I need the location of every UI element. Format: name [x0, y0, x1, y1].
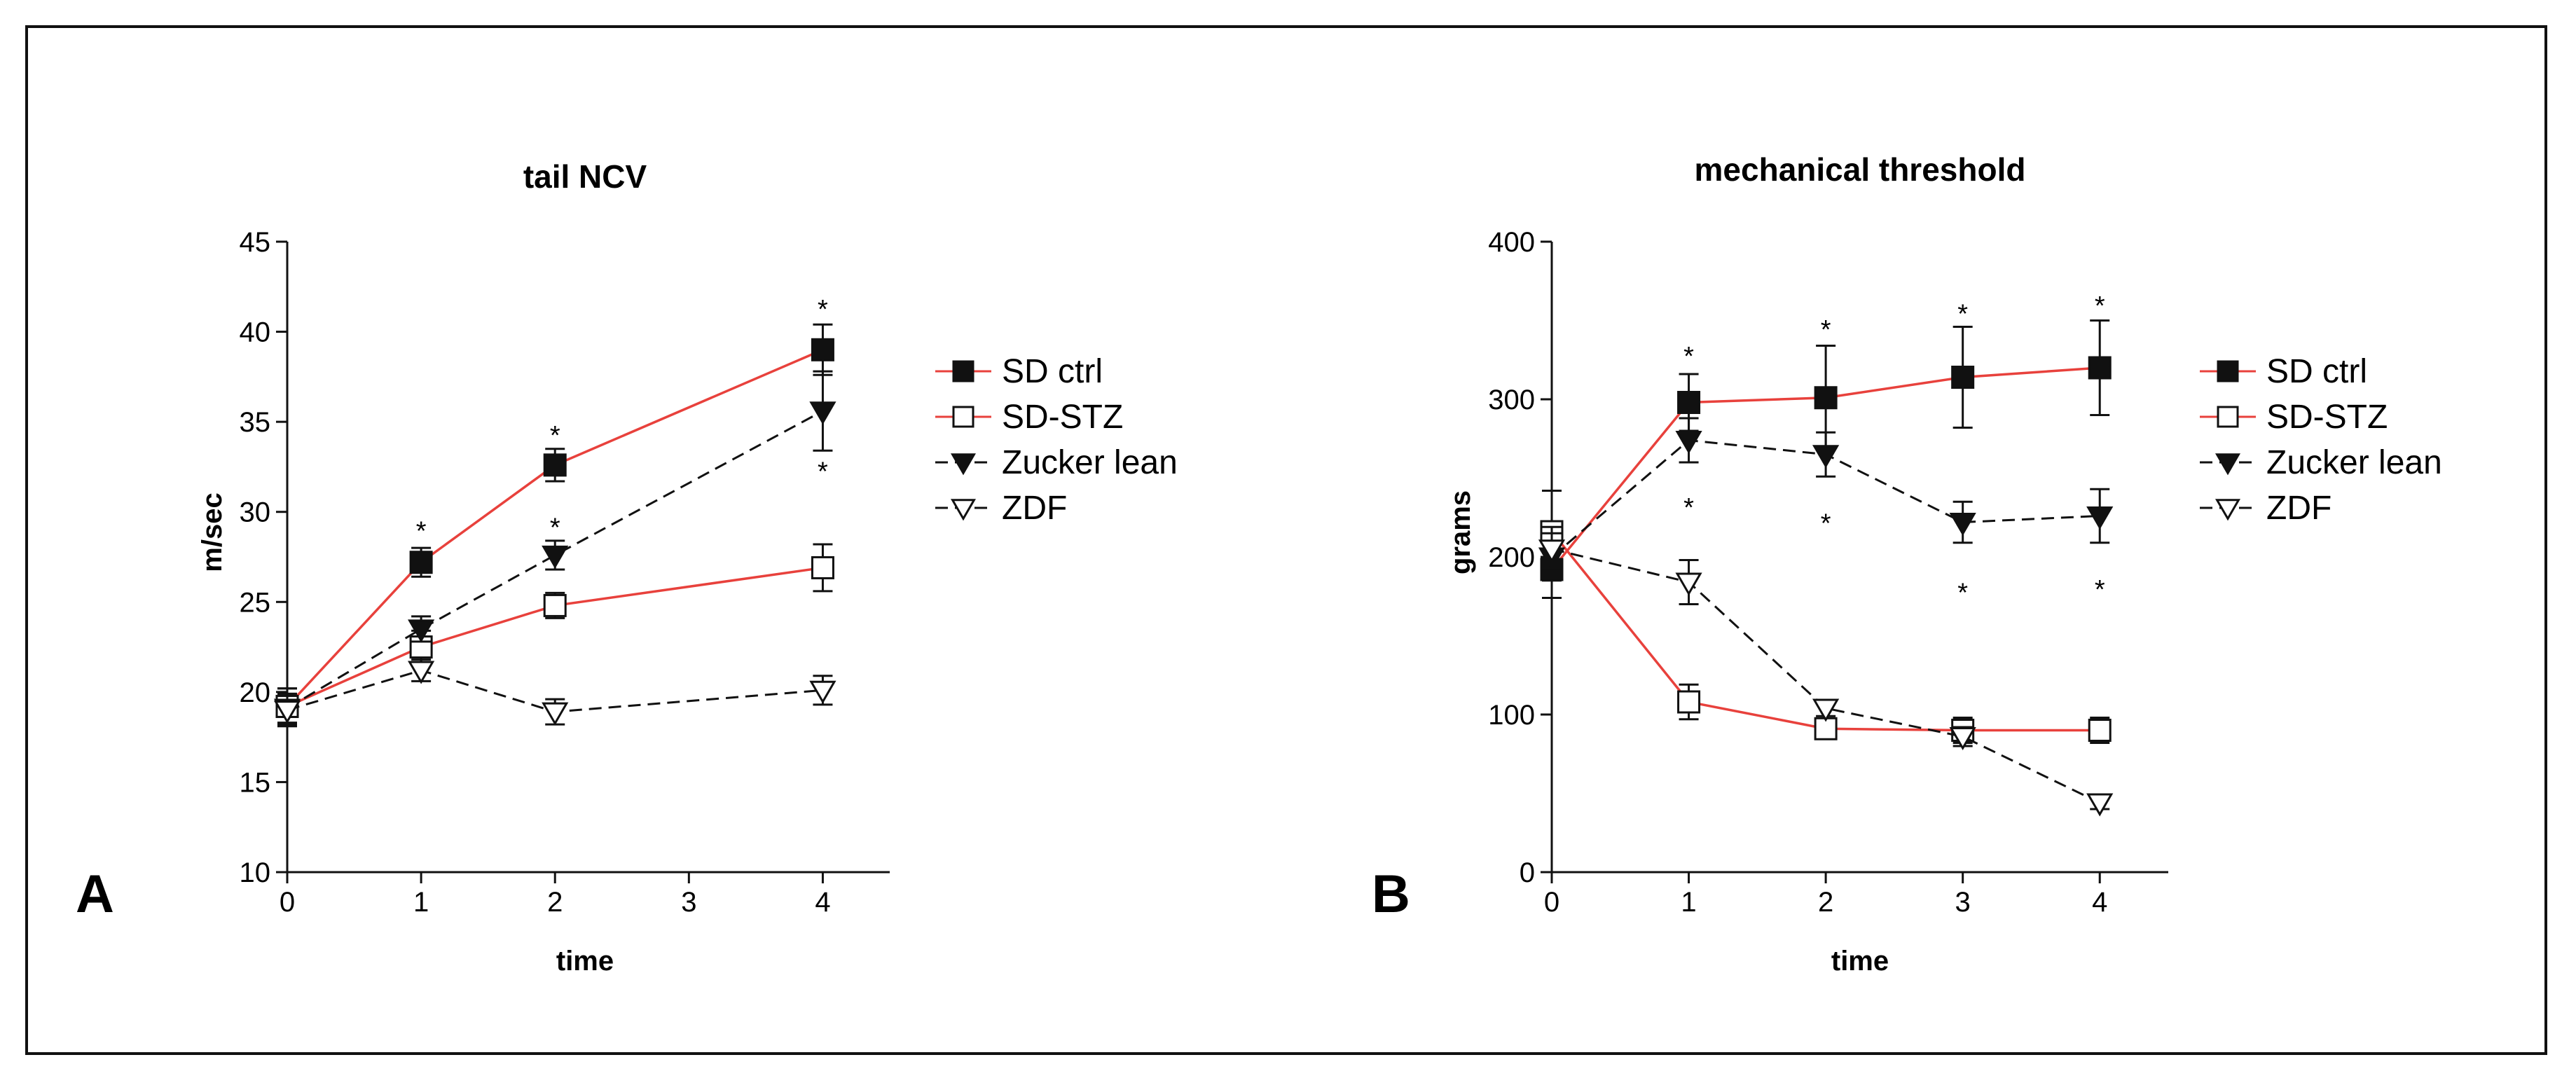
chart-a-point-zdf: [809, 680, 836, 704]
chart-b-y-tick-label: 100: [1488, 700, 1535, 731]
chart-a-x-tick-label: 2: [547, 887, 563, 918]
chart-a-point-sd-stz: [811, 556, 834, 579]
chart-b-point-sd-ctrl: [1951, 366, 1975, 389]
chart-b-point-zdf: [1812, 698, 1840, 722]
chart-a-point-zdf: [273, 701, 301, 724]
chart-a-significance-marker: *: [818, 457, 828, 487]
chart-a-point-sd-ctrl: [543, 453, 567, 477]
chart-a-x-tick-label: 3: [681, 887, 696, 918]
chart-b-x-tick-label: 4: [2092, 887, 2107, 918]
chart-a-y-tick-label: 35: [240, 407, 271, 438]
chart-b-point-zucker-lean: [1949, 513, 1976, 536]
chart-b-significance-marker: *: [1821, 315, 1831, 345]
chart-a-legend-marker-zdf: [950, 499, 977, 521]
chart-a-ylabel: m/sec: [197, 492, 228, 572]
chart-b-legend-marker-sd-ctrl: [2217, 360, 2239, 382]
chart-a-point-sd-ctrl: [409, 551, 433, 574]
chart-b-y-tick-label: 400: [1488, 227, 1535, 258]
chart-b-point-sd-stz: [1677, 690, 1701, 714]
chart-a-significance-marker: *: [550, 421, 560, 450]
chart-b-x-tick-label: 1: [1681, 887, 1696, 918]
chart-a-series-line-zucker-lean: [287, 410, 824, 710]
chart-a-legend-label-sd-ctrl: SD ctrl: [1002, 353, 1103, 390]
chart-a-x-tick-label: 1: [413, 887, 429, 918]
chart-a-panel-label: A: [76, 864, 114, 924]
chart-b-legend-label-sd-stz: SD-STZ: [2266, 399, 2388, 436]
chart-b-legend-marker-zucker-lean: [2215, 453, 2241, 476]
chart-a-point-zucker-lean: [809, 401, 836, 425]
chart-b-point-zdf: [1538, 539, 1566, 563]
chart-a-x-tick-label: 0: [280, 887, 295, 918]
chart-b-significance-marker: *: [2095, 291, 2105, 321]
chart-a-point-sd-stz: [543, 593, 567, 617]
chart-b-legend-label-sd-ctrl: SD ctrl: [2266, 353, 2367, 390]
chart-b-significance-marker: *: [2095, 575, 2105, 605]
chart-b-series-line-zdf: [1551, 548, 2100, 804]
chart-b-point-zucker-lean: [1675, 431, 1702, 454]
chart-a-y-tick-label: 15: [240, 767, 271, 798]
chart-b-legend-marker-zdf: [2215, 499, 2241, 521]
chart-a-y-tick-label: 45: [240, 227, 271, 258]
chart-b-point-zdf: [2086, 793, 2114, 817]
chart-b-panel-label: B: [1372, 864, 1410, 924]
chart-b-significance-marker: *: [1957, 579, 1968, 608]
chart-b-legend-label-zucker-lean: Zucker lean: [2266, 444, 2442, 481]
chart-b-significance-marker: *: [1957, 299, 1968, 329]
chart-b-point-zdf: [1675, 572, 1702, 596]
chart-b-title: mechanical threshold: [1695, 151, 2026, 188]
chart-a-point-zdf: [542, 702, 569, 726]
chart-b-y-tick-label: 0: [1520, 857, 1535, 888]
chart-b-point-sd-stz: [2088, 719, 2112, 742]
figure-frame: [25, 25, 2547, 1055]
chart-b-point-sd-ctrl: [1814, 386, 1838, 410]
chart-b-significance-marker: *: [1683, 493, 1694, 523]
chart-a-series-line-sd-ctrl: [286, 348, 824, 708]
chart-a-title: tail NCV: [523, 158, 647, 195]
chart-a-xlabel: time: [556, 946, 614, 977]
chart-a-y-tick-label: 25: [240, 587, 271, 618]
chart-b-legend-label-zdf: ZDF: [2266, 490, 2332, 527]
chart-a-x-tick-label: 4: [815, 887, 830, 918]
chart-a-legend-label-zucker-lean: Zucker lean: [1002, 444, 1178, 481]
chart-a-y-tick-label: 40: [240, 317, 271, 348]
chart-b-point-sd-ctrl: [2088, 356, 2112, 380]
chart-b-x-tick-label: 0: [1544, 887, 1559, 918]
chart-a-y-tick-label: 10: [240, 857, 271, 888]
chart-b-y-tick-label: 300: [1488, 385, 1535, 415]
chart-b-point-zucker-lean: [2086, 506, 2114, 530]
chart-b-legend-marker-sd-stz: [2217, 406, 2239, 428]
chart-a-y-tick-label: 30: [240, 497, 271, 528]
chart-a-legend-label-zdf: ZDF: [1002, 490, 1067, 527]
chart-a-point-zdf: [408, 661, 435, 684]
chart-a-significance-marker: *: [818, 295, 828, 324]
chart-b-point-zucker-lean: [1812, 445, 1840, 469]
chart-b-xlabel: time: [1831, 946, 1889, 977]
chart-b-point-zdf: [1949, 727, 1976, 750]
chart-a-significance-marker: *: [550, 513, 560, 542]
chart-b-significance-marker: *: [1821, 509, 1831, 539]
chart-b-x-tick-label: 3: [1955, 887, 1971, 918]
chart-a-point-zucker-lean: [408, 619, 435, 643]
chart-a-point-sd-ctrl: [811, 338, 834, 361]
chart-a-legend-marker-zucker-lean: [950, 453, 977, 476]
chart-a-series-line-sd-stz: [287, 566, 823, 708]
chart-b-point-sd-ctrl: [1677, 391, 1701, 414]
chart-a-y-tick-label: 20: [240, 677, 271, 708]
chart-b-y-tick-label: 200: [1488, 542, 1535, 573]
chart-a-legend-marker-sd-stz: [952, 406, 974, 428]
chart-b-ylabel: grams: [1445, 490, 1476, 574]
chart-a-legend-label-sd-stz: SD-STZ: [1002, 399, 1123, 436]
chart-a-series-line-zdf: [287, 669, 823, 713]
chart-a-significance-marker: *: [416, 516, 427, 546]
chart-b-significance-marker: *: [1683, 342, 1694, 371]
chart-a-legend-marker-sd-ctrl: [952, 360, 974, 382]
chart-a-point-zucker-lean: [542, 545, 569, 569]
chart-b-x-tick-label: 2: [1818, 887, 1833, 918]
